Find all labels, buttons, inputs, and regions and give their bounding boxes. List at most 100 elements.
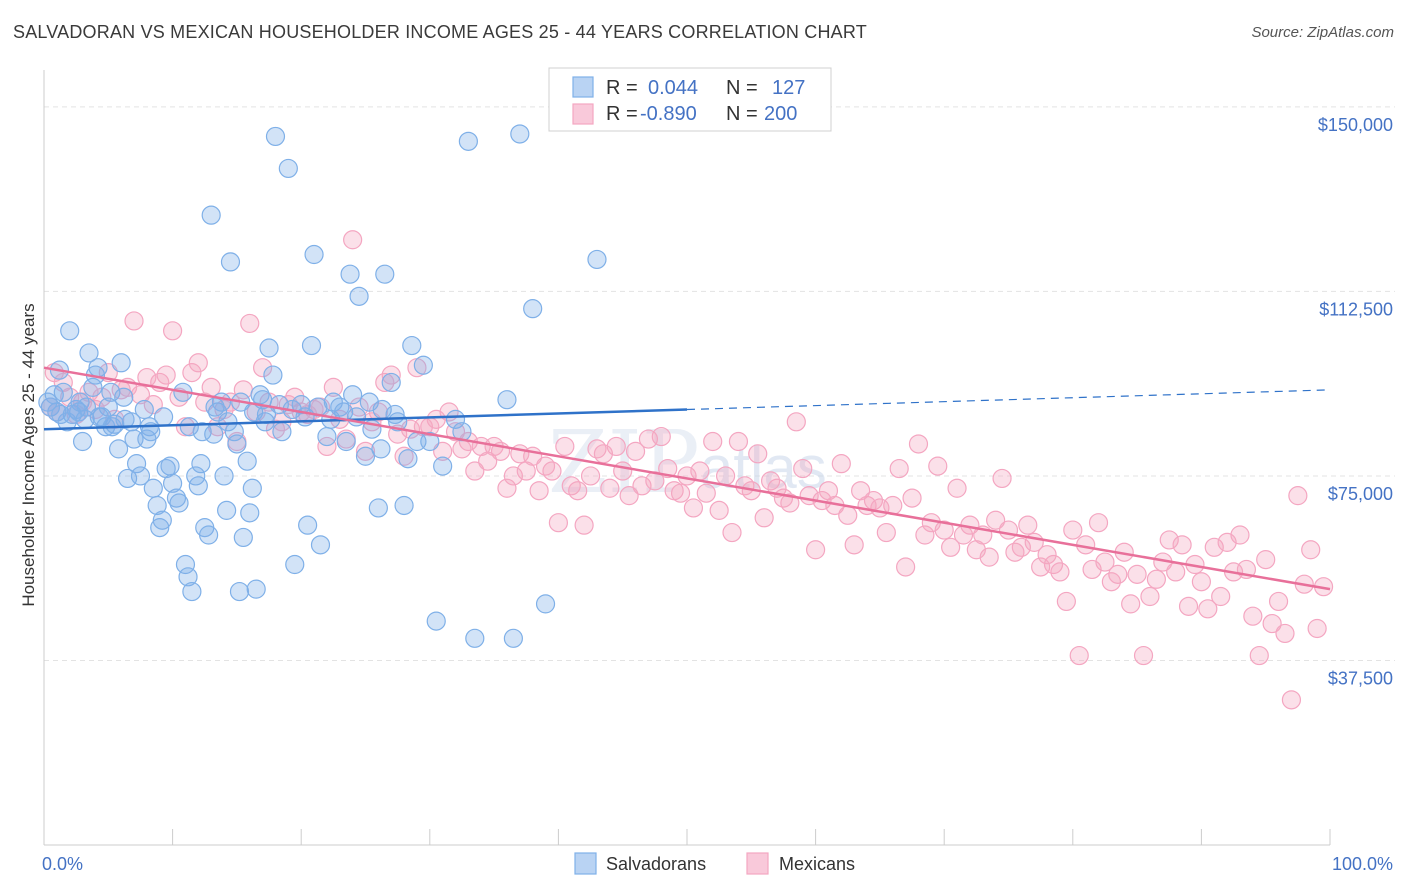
mexican-point [1127,564,1147,584]
mexican-point [992,468,1012,489]
mexican-point [124,311,144,331]
source-label: Source: ZipAtlas.com [1251,24,1394,41]
gridlines [44,106,1395,661]
mexican-point [381,365,401,385]
mexican-point [831,454,851,474]
mexican-point [143,395,163,415]
mexican-point [503,466,523,486]
salvadoran-point [259,338,279,358]
salvadoran-point [368,498,388,518]
mexican-point [1268,591,1289,612]
mexican-point [1307,618,1327,639]
mexican-point [908,434,929,454]
mexican-point [683,498,704,518]
salvadoran-point [237,451,257,471]
salvadoran-point [217,500,237,520]
tick-labels: $37,500 $75,000 $112,500 $150,000 0.0% 100.0% [42,115,1393,874]
mexican-point [568,481,588,501]
mexican-point [619,486,639,506]
mexican-point [433,441,453,461]
salvadoran-point [134,399,154,420]
mexican-point [1288,486,1308,506]
x-tick-label: 0.0% [42,854,83,874]
salvadoran-point [242,478,262,498]
mexican-point [780,493,800,513]
legend-r-value-1: 0.044 [648,77,698,99]
salvadoran-point [89,407,109,427]
salvadoran-point [179,417,199,437]
salvadoran-point [371,439,391,459]
mexican-point [1095,552,1115,572]
mexican-point [1140,586,1160,607]
mexican-point [1178,596,1199,616]
mexican-point [651,426,671,447]
mexican-point [375,372,395,393]
salvadoran-point [265,126,286,147]
salvadoran-point [304,244,324,265]
salvadoran-point [150,518,170,538]
salvadoran-point [108,439,129,459]
salvadoran-point [214,466,234,486]
salvadoran-point [503,628,523,648]
bottom-legend-label-mexicans: Mexicans [779,854,855,874]
salvadoran-point [285,554,305,575]
mexican-point [1018,515,1038,535]
legend-n-value-1: 127 [772,77,805,99]
salvadoran-point [147,495,167,516]
mexican-point [1198,599,1218,619]
salvadoran-point [433,456,453,476]
legend-r-label-1: R = [606,77,638,99]
salvadoran-point [298,515,318,535]
mexican-point [1121,594,1141,614]
salvadoran-point [60,321,80,341]
mexican-point [1043,554,1064,575]
salvadoran-point [291,395,311,415]
salvadoran-point [199,525,219,545]
salvadoran-point [587,249,607,270]
salvadoran-point [523,299,543,319]
mexican-point [1146,569,1166,589]
salvadoran-point [355,446,376,466]
salvadoran-point [40,397,61,417]
mexican-point [156,365,176,385]
mexican-point [529,481,549,501]
mexican-point [580,466,601,486]
salvadoran-point [343,385,363,405]
mexican-point [323,377,343,397]
trend-lines [43,366,1331,591]
mexican-point [1249,645,1269,666]
salvadoran-point [220,252,241,272]
mexican-point [998,520,1019,540]
chart-title: SALVADORAN VS MEXICAN HOUSEHOLDER INCOME… [13,22,867,42]
salvadoran-point [205,397,225,417]
mexican-point [934,520,954,540]
salvadoran-point [182,581,202,602]
salvadoran-point [101,382,121,402]
mexican-point [979,547,999,567]
mexican-point [838,505,858,525]
mexican-point [709,500,729,520]
bottom-legend-label-salvadorans: Salvadorans [606,854,706,874]
mexican-point [941,537,961,557]
legend-swatch-salvadorans [572,76,594,98]
salvadoran-point [349,286,369,306]
salvadoran-point [398,449,418,469]
legend: R = 0.044 N = 127 R = -0.890 N = 200 [548,67,832,132]
mexican-point [1159,530,1179,550]
salvadoran-point [246,579,266,599]
salvadoran-point [229,581,250,602]
x-tick-label: 100.0% [1332,854,1393,874]
legend-r-value-2: -0.890 [640,103,697,125]
mexicans-trend-line [43,366,1331,591]
mexican-point [928,456,948,476]
salvadorans-trend-line [43,408,688,431]
mexican-point [606,436,626,457]
mexican-point [625,441,646,461]
salvadoran-point [510,124,530,144]
mexicans-points [40,230,1334,710]
salvadoran-point [218,412,238,432]
salvadoran-point [233,527,253,548]
legend-r-label-2: R = [606,103,638,125]
mexican-point [317,436,337,457]
mexican-point [1230,525,1250,545]
